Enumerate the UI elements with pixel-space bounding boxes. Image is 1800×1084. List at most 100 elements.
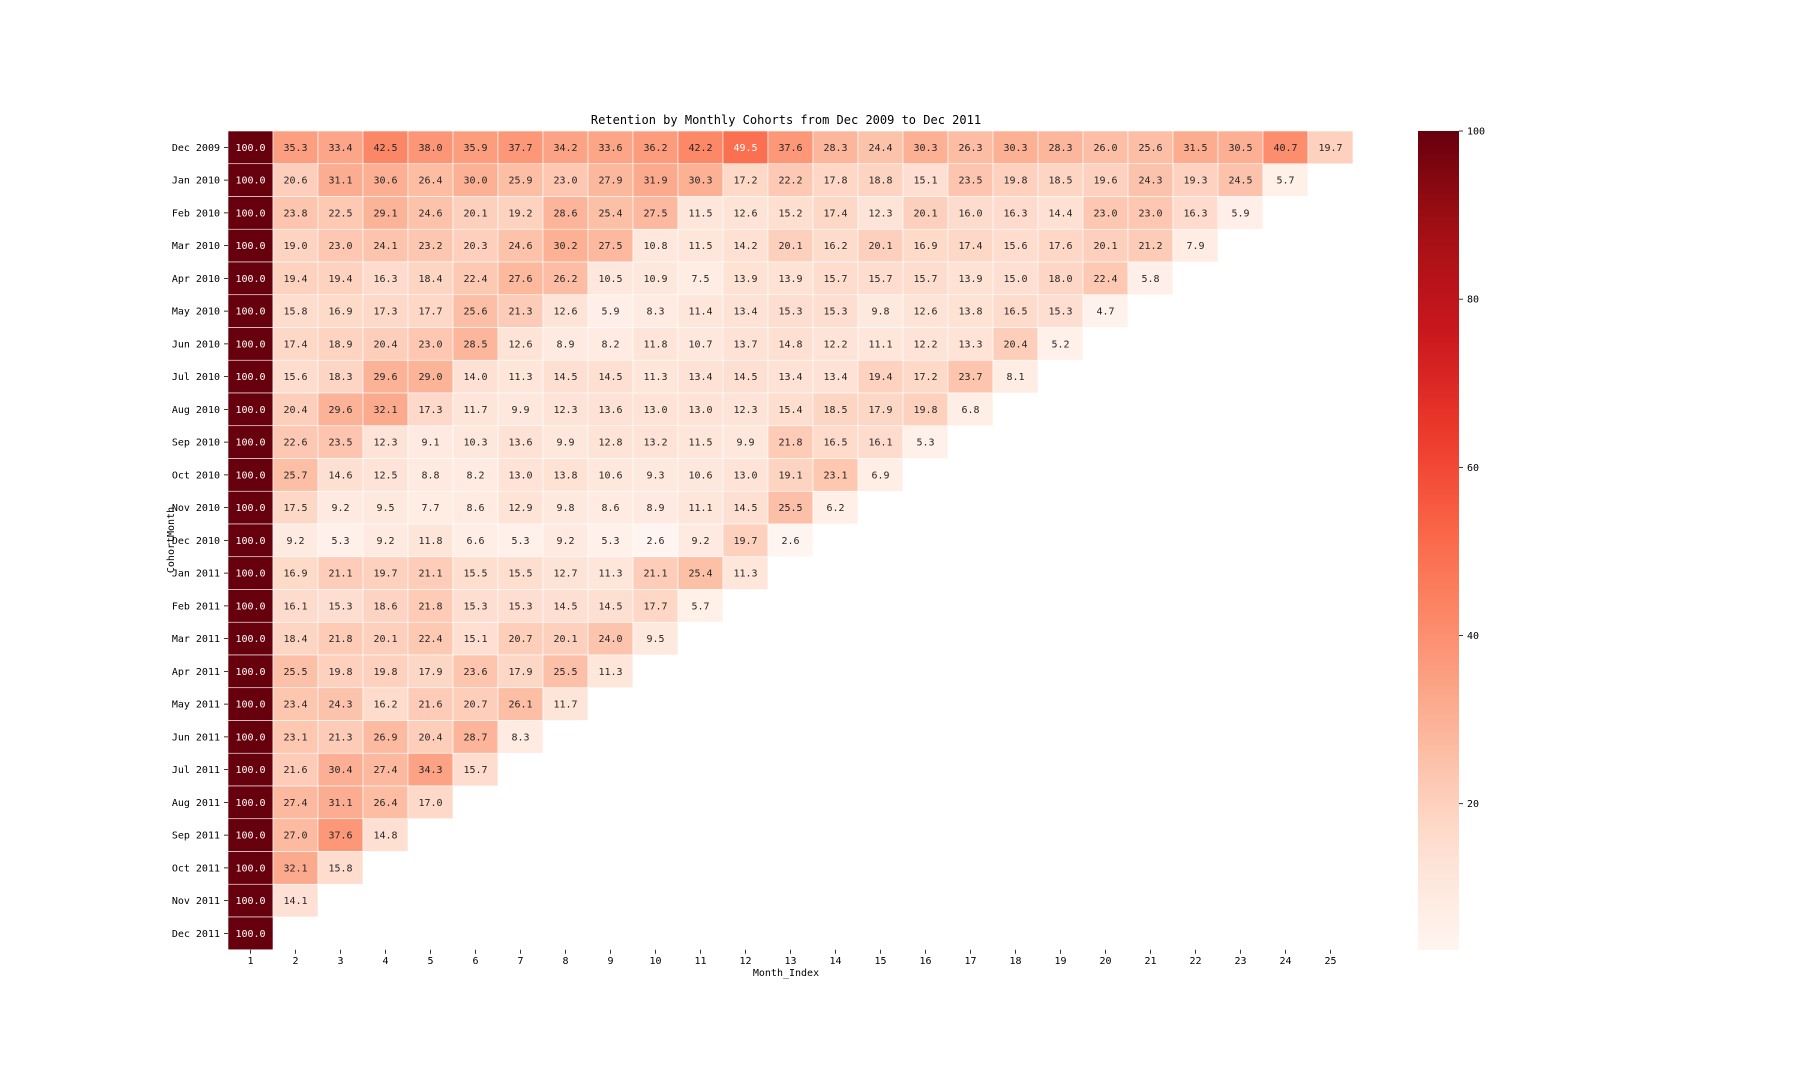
heatmap-cell-label: 31.5 bbox=[1183, 143, 1207, 154]
x-tick-label: 18 bbox=[1009, 956, 1021, 967]
heatmap-cell bbox=[767, 523, 814, 558]
heatmap-cell-label: 20.4 bbox=[283, 405, 307, 416]
heatmap-cell bbox=[857, 196, 904, 230]
x-tick-label: 7 bbox=[517, 956, 523, 967]
heatmap-cell-label: 8.1 bbox=[1006, 372, 1024, 383]
heatmap-cell bbox=[767, 228, 814, 263]
heatmap-cell-label: 15.3 bbox=[463, 601, 487, 612]
colorbar-tick-label: 20 bbox=[1467, 799, 1479, 810]
heatmap-cell-label: 27.5 bbox=[598, 241, 622, 252]
heatmap-cell-label: 14.0 bbox=[463, 372, 487, 383]
heatmap-cell bbox=[407, 621, 454, 656]
heatmap-cell bbox=[407, 392, 454, 427]
heatmap-cell bbox=[902, 327, 949, 361]
heatmap-cell bbox=[497, 687, 544, 721]
heatmap-cell-label: 22.5 bbox=[328, 208, 352, 219]
heatmap-cell bbox=[317, 359, 364, 394]
heatmap-cell-label: 27.5 bbox=[643, 208, 667, 219]
heatmap-cell bbox=[632, 490, 679, 525]
colorbar-gradient bbox=[1418, 131, 1459, 950]
x-tick-label: 13 bbox=[784, 956, 796, 967]
heatmap-cell-label: 13.7 bbox=[733, 339, 757, 350]
heatmap-cell-label: 10.9 bbox=[643, 274, 667, 285]
heatmap-cell-label: 24.4 bbox=[868, 143, 892, 154]
heatmap-cell-label: 29.0 bbox=[418, 372, 442, 383]
y-tick-label: Nov 2010 bbox=[172, 503, 220, 514]
heatmap-cell-label: 33.6 bbox=[598, 143, 622, 154]
heatmap-cell-label: 21.1 bbox=[328, 569, 352, 580]
heatmap-cell bbox=[947, 196, 994, 230]
heatmap-cell-label: 29.1 bbox=[373, 208, 397, 219]
heatmap-cell bbox=[812, 327, 859, 361]
heatmap-cell-label: 16.1 bbox=[868, 438, 892, 449]
heatmap-cell-label: 22.4 bbox=[418, 634, 442, 645]
heatmap-cell-label: 16.1 bbox=[283, 601, 307, 612]
heatmap-cell-label: 9.2 bbox=[286, 536, 304, 547]
heatmap-cell-label: 6.9 bbox=[871, 470, 889, 481]
heatmap-cell-label: 17.7 bbox=[643, 601, 667, 612]
heatmap-cell-label: 20.1 bbox=[778, 241, 802, 252]
heatmap-cell-label: 16.5 bbox=[823, 438, 847, 449]
heatmap-cell-label: 20.4 bbox=[418, 732, 442, 743]
heatmap-cell-label: 30.2 bbox=[553, 241, 577, 252]
heatmap-cell-label: 5.3 bbox=[511, 536, 529, 547]
heatmap-cell-label: 13.6 bbox=[508, 438, 532, 449]
heatmap-cell-label: 100.0 bbox=[235, 732, 265, 743]
heatmap-cell-label: 49.5 bbox=[733, 143, 757, 154]
heatmap-cell-label: 15.3 bbox=[778, 307, 802, 318]
heatmap-cell bbox=[1037, 130, 1084, 165]
heatmap-cell-label: 18.5 bbox=[823, 405, 847, 416]
heatmap-cell-label: 18.0 bbox=[1048, 274, 1072, 285]
heatmap-cell bbox=[1172, 228, 1219, 263]
heatmap-cell-label: 18.4 bbox=[283, 634, 307, 645]
heatmap-cell bbox=[857, 458, 904, 492]
heatmap-cell-label: 11.5 bbox=[688, 241, 712, 252]
heatmap-cell-label: 28.6 bbox=[553, 208, 577, 219]
heatmap-cell-label: 15.3 bbox=[823, 307, 847, 318]
heatmap-cell bbox=[542, 327, 589, 361]
heatmap-cell-label: 11.3 bbox=[643, 372, 667, 383]
heatmap-cell-label: 27.9 bbox=[598, 176, 622, 187]
heatmap-cell bbox=[452, 359, 499, 394]
heatmap-cell-label: 24.6 bbox=[418, 208, 442, 219]
heatmap-cell-label: 27.4 bbox=[373, 765, 397, 776]
heatmap-cell-label: 24.1 bbox=[373, 241, 397, 252]
heatmap-cell-label: 13.8 bbox=[958, 307, 982, 318]
heatmap-cell bbox=[407, 458, 454, 492]
heatmap-cell bbox=[992, 163, 1039, 197]
heatmap-cell-label: 19.7 bbox=[733, 536, 757, 547]
heatmap-cell bbox=[1127, 261, 1174, 296]
heatmap-cell bbox=[857, 163, 904, 197]
heatmap-cell bbox=[1172, 163, 1219, 197]
heatmap-cell bbox=[1037, 294, 1084, 328]
heatmap-cell-label: 13.0 bbox=[508, 470, 532, 481]
x-tick-label: 10 bbox=[649, 956, 661, 967]
heatmap-cell-label: 15.6 bbox=[283, 372, 307, 383]
heatmap-cell-label: 14.2 bbox=[733, 241, 757, 252]
heatmap-cell-label: 5.9 bbox=[1231, 208, 1249, 219]
heatmap-cell-label: 24.3 bbox=[328, 700, 352, 711]
heatmap-cell-label: 100.0 bbox=[235, 470, 265, 481]
heatmap-cell-label: 19.0 bbox=[283, 241, 307, 252]
heatmap-cell bbox=[857, 392, 904, 427]
heatmap-cell bbox=[857, 425, 904, 459]
y-tick-label: Jun 2010 bbox=[172, 339, 220, 350]
x-tick-label: 17 bbox=[964, 956, 976, 967]
heatmap-cell-label: 12.7 bbox=[553, 569, 577, 580]
heatmap-cell-label: 16.9 bbox=[913, 241, 937, 252]
heatmap-cell bbox=[587, 458, 634, 492]
y-tick-label: Dec 2009 bbox=[172, 143, 220, 154]
heatmap-cell-label: 23.7 bbox=[958, 372, 982, 383]
heatmap-cell-label: 23.0 bbox=[1093, 208, 1117, 219]
heatmap-cell-label: 15.0 bbox=[1003, 274, 1027, 285]
heatmap-cell-label: 10.5 bbox=[598, 274, 622, 285]
heatmap-cell bbox=[1217, 163, 1264, 197]
x-tick-label: 25 bbox=[1324, 956, 1336, 967]
y-tick-label: Jan 2011 bbox=[172, 569, 220, 580]
heatmap-cell bbox=[677, 556, 724, 590]
heatmap-cell-label: 30.6 bbox=[373, 176, 397, 187]
heatmap-cell bbox=[722, 458, 769, 492]
y-tick-label: Jan 2010 bbox=[172, 176, 220, 187]
heatmap-cell bbox=[587, 392, 634, 427]
heatmap-cell-label: 100.0 bbox=[235, 667, 265, 678]
